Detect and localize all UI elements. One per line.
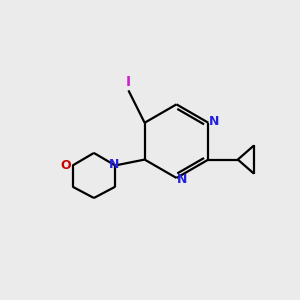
Text: N: N [109, 158, 119, 171]
Text: I: I [126, 75, 131, 89]
Text: N: N [177, 173, 187, 186]
Text: N: N [208, 115, 219, 128]
Text: O: O [61, 159, 71, 172]
